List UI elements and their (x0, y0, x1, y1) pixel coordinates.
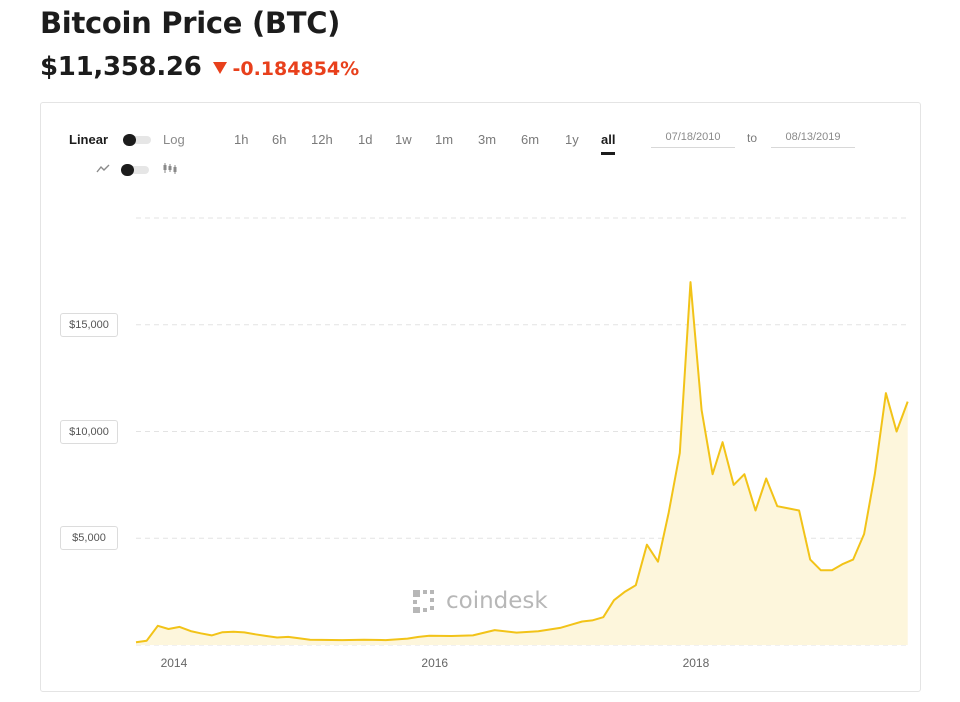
range-6h[interactable]: 6h (272, 132, 287, 147)
coindesk-watermark: coindesk (412, 588, 548, 614)
current-price: $11,358.26 (40, 52, 202, 82)
date-from-input[interactable]: 07/18/2010 (651, 131, 735, 148)
scale-toggle-knob (123, 134, 136, 146)
range-1w[interactable]: 1w (395, 132, 412, 147)
range-12h[interactable]: 12h (311, 132, 333, 147)
scale-linear-label[interactable]: Linear (69, 132, 109, 147)
page-title: Bitcoin Price (BTC) (40, 6, 341, 40)
price-change: -0.184854% (213, 58, 359, 80)
range-1h[interactable]: 1h (234, 132, 249, 147)
scale-toggle[interactable] (123, 134, 151, 146)
range-1m[interactable]: 1m (435, 132, 454, 147)
scale-log-label[interactable]: Log (163, 132, 185, 147)
range-all[interactable]: all (601, 132, 616, 155)
watermark-text: coindesk (446, 588, 548, 614)
scale-toggle-track (127, 136, 151, 144)
chart-style-toggle-track (125, 166, 149, 174)
x-tick-label: 2014 (160, 656, 188, 670)
candlestick-icon[interactable] (162, 163, 178, 175)
date-to-input[interactable]: 08/13/2019 (771, 131, 855, 148)
y-tick-label: $10,000 (60, 419, 118, 444)
line-chart-icon[interactable] (96, 163, 110, 175)
price-line (135, 281, 909, 644)
y-tick-label: $15,000 (60, 312, 118, 337)
range-1d[interactable]: 1d (358, 132, 373, 147)
date-to-label: to (747, 131, 758, 145)
price-chart[interactable] (41, 103, 920, 691)
price-change-value: -0.184854% (232, 58, 360, 80)
chart-style-toggle[interactable] (121, 164, 149, 176)
chart-card: Linear Log 1h 6h 12h 1d 1w 1m 3m 6m 1y a… (40, 102, 921, 692)
range-1y[interactable]: 1y (565, 132, 579, 147)
x-tick-label: 2016 (421, 656, 449, 670)
price-row: $11,358.26 -0.184854% (40, 52, 359, 82)
price-area-fill (136, 282, 908, 645)
y-tick-label: $5,000 (60, 526, 118, 551)
triangle-down-icon (213, 62, 228, 74)
x-tick-label: 2018 (682, 656, 710, 670)
range-3m[interactable]: 3m (478, 132, 497, 147)
range-6m[interactable]: 6m (521, 132, 540, 147)
coindesk-logo-icon (413, 590, 434, 613)
chart-style-toggle-knob (121, 164, 134, 176)
